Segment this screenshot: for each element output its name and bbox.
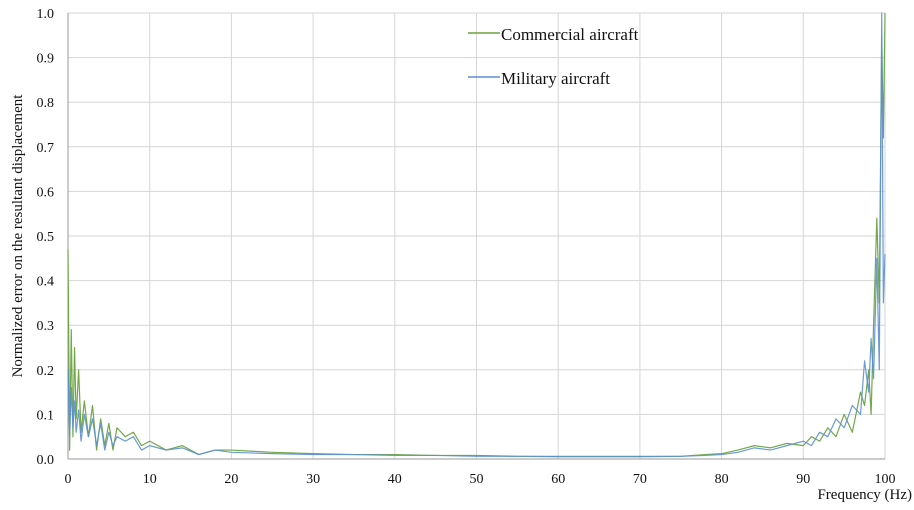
series-lines xyxy=(67,12,886,458)
x-tick-label-0: 0 xyxy=(65,472,72,487)
y-tick-label-0.6: 0.6 xyxy=(37,185,55,200)
tick-labels: 0 10 20 30 40 50 60 70 80 90 100 0.0 0.1 0.2 0.3 0.4 0.5… xyxy=(37,7,896,487)
gridlines xyxy=(68,12,886,459)
y-tick-label-0.9: 0.9 xyxy=(37,52,55,67)
x-tick-label-60: 60 xyxy=(551,472,565,487)
y-axis-title: Normalized error on the resultant displa… xyxy=(10,94,26,378)
series-line-military-aircraft xyxy=(67,12,886,458)
y-tick-label-0.0: 0.0 xyxy=(37,453,55,468)
x-tick-label-30: 30 xyxy=(306,472,320,487)
x-tick-label-90: 90 xyxy=(796,472,810,487)
x-tick-label-70: 70 xyxy=(633,472,647,487)
y-tick-label-0.8: 0.8 xyxy=(37,96,55,111)
y-tick-label-0.1: 0.1 xyxy=(37,408,55,423)
y-tick-label-0.3: 0.3 xyxy=(37,319,55,334)
y-tick-label-0.4: 0.4 xyxy=(37,275,55,290)
x-tick-label-50: 50 xyxy=(470,472,484,487)
legend-label-commercial: Commercial aircraft xyxy=(501,25,639,44)
legend: Commercial aircraft Military aircraft xyxy=(468,25,639,88)
y-tick-label-0.7: 0.7 xyxy=(37,141,55,156)
x-tick-label-80: 80 xyxy=(715,472,729,487)
x-tick-label-20: 20 xyxy=(224,472,238,487)
y-tick-label-1.0: 1.0 xyxy=(37,7,55,22)
x-axis-title: Frequency (Hz) xyxy=(817,487,912,503)
x-tick-label-40: 40 xyxy=(388,472,402,487)
x-tick-label-10: 10 xyxy=(143,472,157,487)
y-tick-label-0.5: 0.5 xyxy=(37,230,55,245)
y-tick-label-0.2: 0.2 xyxy=(37,364,55,379)
legend-label-military: Military aircraft xyxy=(501,69,610,88)
x-tick-label-100: 100 xyxy=(875,472,896,487)
